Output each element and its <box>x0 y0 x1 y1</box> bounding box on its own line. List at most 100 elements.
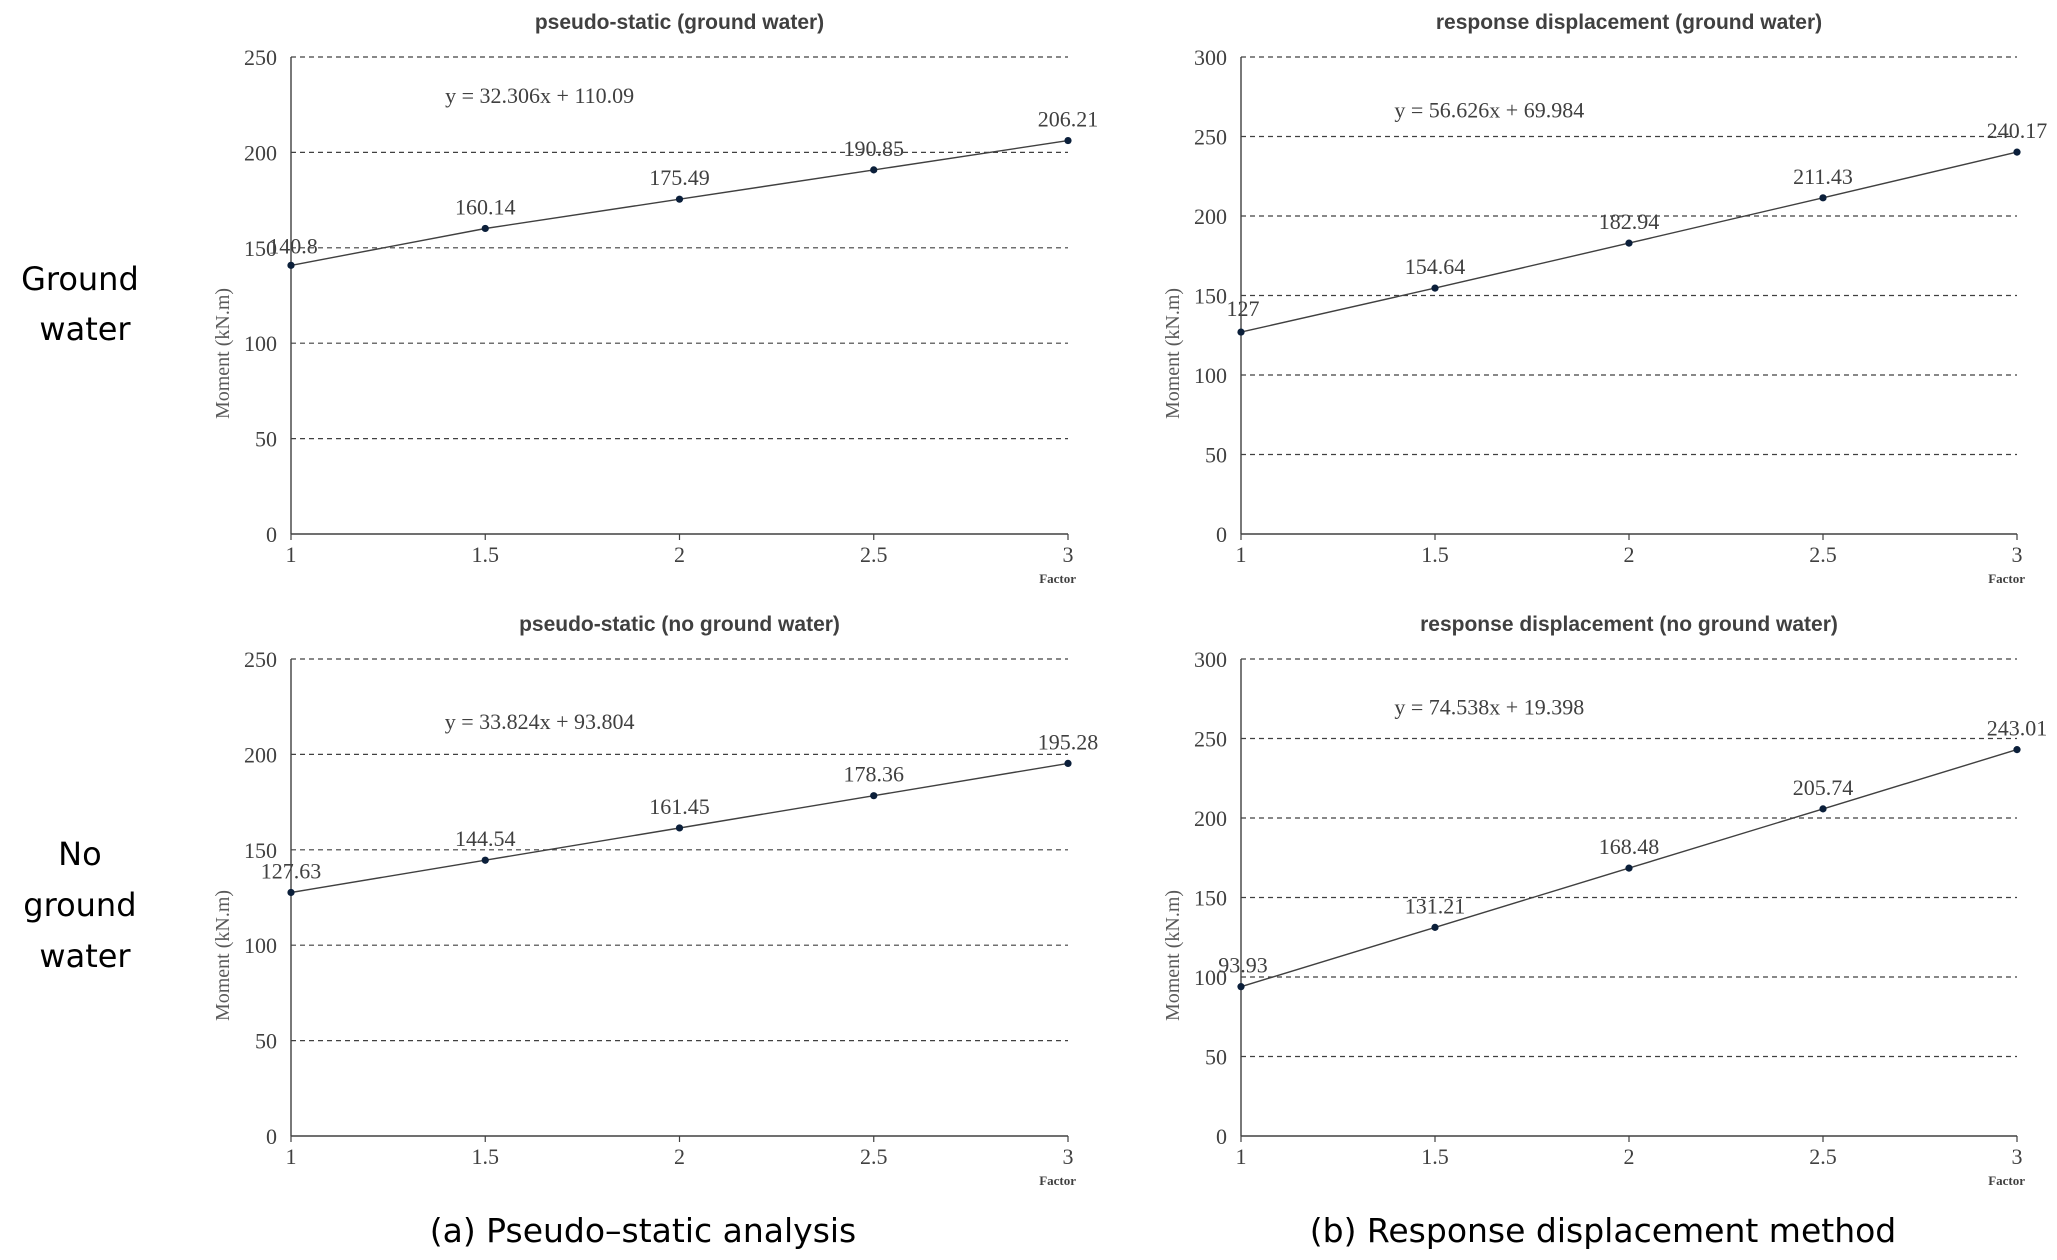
x-tick-label: 1 <box>286 1144 297 1169</box>
y-tick-label: 250 <box>1194 727 1227 752</box>
x-tick-label: 2.5 <box>860 542 888 567</box>
data-point <box>287 888 295 897</box>
data-label: 190.85 <box>844 136 905 161</box>
row-label-ground-water: Ground water <box>21 260 149 348</box>
y-tick-label: 200 <box>1194 806 1227 831</box>
data-point <box>1237 328 1245 336</box>
x-tick-label: 3 <box>2012 542 2023 567</box>
chart-pseudo-static-ground-water: pseudo-static (ground water) 0 50 100 150 200… <box>212 11 1098 586</box>
data-label: 240.17 <box>1987 118 2048 143</box>
data-point <box>2013 148 2021 156</box>
x-tick-label: 2 <box>674 1144 685 1169</box>
data-label: 93.93 <box>1218 953 1268 978</box>
y-tick-label: 0 <box>266 1124 277 1149</box>
y-tick-label: 50 <box>1205 1045 1227 1070</box>
y-tick-label: 250 <box>244 45 277 70</box>
chart-title: response displacement (no ground water) <box>1420 613 1838 636</box>
y-tick-label: 100 <box>1194 965 1227 990</box>
y-tick-label: 0 <box>1216 522 1227 547</box>
caption-b: (b) Response displacement method <box>1310 1211 1897 1250</box>
y-tick-label: 300 <box>1194 45 1227 70</box>
y-tick-label: 250 <box>1194 125 1227 150</box>
x-tick-label: 2 <box>1624 1144 1635 1169</box>
data-label: 140.8 <box>268 233 318 258</box>
data-point <box>287 261 295 269</box>
y-tick-label: 150 <box>1194 886 1227 911</box>
trendline-equation: y = 56.626x + 69.984 <box>1394 97 1584 122</box>
x-tick-label: 2 <box>674 542 685 567</box>
chart-pseudo-static-no-ground-water: pseudo-static (no ground water) 0 50 100 150… <box>212 613 1098 1188</box>
caption-a: (a) Pseudo–static analysis <box>430 1211 857 1250</box>
y-tick-label: 200 <box>1194 204 1227 229</box>
data-label: 211.43 <box>1793 164 1853 189</box>
y-tick-label: 300 <box>1194 647 1227 672</box>
x-tick-label: 1 <box>286 542 297 567</box>
data-label: 131.21 <box>1405 893 1466 918</box>
data-point <box>1819 194 1827 202</box>
data-label: 243.01 <box>1987 716 2048 741</box>
data-point <box>870 792 878 800</box>
y-tick-label: 250 <box>244 647 277 672</box>
data-label: 160.14 <box>455 194 516 219</box>
x-tick-label: 1.5 <box>472 1144 500 1169</box>
y-tick-label: 50 <box>1205 443 1227 468</box>
data-label: 168.48 <box>1599 834 1660 859</box>
chart-response-displacement-no-ground-water: response displacement (no ground water) 0… <box>1162 613 2047 1188</box>
y-tick-label: 150 <box>244 838 277 863</box>
data-point <box>1625 864 1633 872</box>
trendline-equation: y = 33.824x + 93.804 <box>445 709 635 734</box>
x-tick-label: 3 <box>2012 1144 2023 1169</box>
x-axis-label: Factor <box>1039 571 1076 586</box>
data-point <box>481 224 489 233</box>
data-label: 154.64 <box>1405 254 1466 279</box>
x-tick-label: 1.5 <box>472 542 500 567</box>
y-tick-label: 100 <box>244 331 277 356</box>
y-tick-label: 50 <box>255 1029 277 1054</box>
y-tick-label: 0 <box>1216 1124 1227 1149</box>
x-tick-label: 3 <box>1063 542 1074 567</box>
data-label: 127 <box>1227 296 1260 321</box>
y-tick-label: 200 <box>244 742 277 767</box>
data-point <box>1625 239 1633 247</box>
data-point <box>1237 983 1245 991</box>
x-tick-label: 2 <box>1624 542 1635 567</box>
y-tick-label: 150 <box>1194 284 1227 309</box>
x-axis-label: Factor <box>1988 1173 2025 1188</box>
y-tick-label: 0 <box>266 522 277 547</box>
y-tick-label: 100 <box>244 933 277 958</box>
data-label: 206.21 <box>1038 107 1099 132</box>
trendline-equation: y = 32.306x + 110.09 <box>445 83 634 108</box>
x-axis-label: Factor <box>1039 1173 1076 1188</box>
data-point <box>675 195 684 203</box>
x-axis-label: Factor <box>1988 571 2025 586</box>
row-label-no-ground-water: No ground water <box>23 835 146 975</box>
trendline-equation: y = 74.538x + 19.398 <box>1394 695 1584 720</box>
data-point <box>1064 136 1072 145</box>
data-label: 182.94 <box>1599 209 1660 234</box>
x-tick-label: 1.5 <box>1421 542 1449 567</box>
x-tick-label: 1.5 <box>1421 1144 1449 1169</box>
data-point <box>2013 746 2021 754</box>
data-point <box>870 166 878 174</box>
y-axis-label: Moment (kN.m) <box>212 890 234 1021</box>
data-point <box>1064 759 1072 768</box>
data-label: 144.54 <box>455 826 516 851</box>
y-axis-label: Moment (kN.m) <box>1162 890 1184 1021</box>
data-label: 195.28 <box>1038 729 1099 754</box>
y-tick-label: 50 <box>255 427 277 452</box>
data-label: 205.74 <box>1793 775 1854 800</box>
y-tick-label: 150 <box>244 236 277 261</box>
chart-title: pseudo-static (ground water) <box>535 11 824 34</box>
data-label: 127.63 <box>261 858 322 883</box>
data-point <box>481 856 489 864</box>
y-axis-label: Moment (kN.m) <box>1162 288 1184 419</box>
data-point <box>1431 284 1439 292</box>
y-tick-label: 200 <box>244 140 277 165</box>
x-tick-label: 2.5 <box>860 1144 888 1169</box>
y-axis-label: Moment (kN.m) <box>212 288 234 419</box>
x-tick-label: 1 <box>1236 1144 1247 1169</box>
y-tick-label: 100 <box>1194 363 1227 388</box>
data-label: 161.45 <box>649 794 710 819</box>
data-label: 175.49 <box>649 165 710 190</box>
